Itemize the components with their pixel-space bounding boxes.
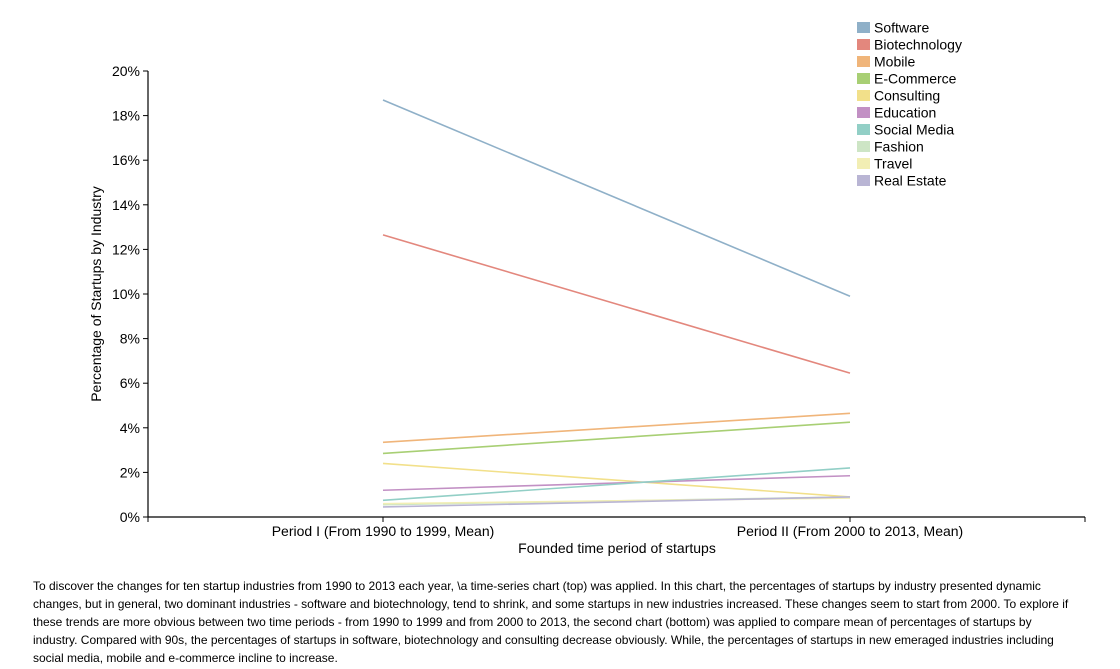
series-line-e-commerce [382, 421, 851, 455]
series-line-real-estate [382, 496, 851, 508]
slope-chart: 0% 2% 4% 6% 8% 10% 12% 14% 16% 18% 20% Period I (F… [88, 20, 1086, 556]
legend: SoftwareBiotechnologyMobileE-CommerceCon… [857, 20, 962, 189]
series-line-education [382, 474, 851, 492]
y-tick-label: 14% [112, 197, 140, 213]
series-line-consulting [382, 462, 851, 498]
y-tick-label: 12% [112, 241, 140, 257]
legend-label-biotechnology: Biotechnology [874, 37, 962, 53]
y-tick-label: 10% [112, 286, 140, 302]
x-tick-label: Period II (From 2000 to 2013, Mean) [737, 523, 963, 539]
legend-label-e-commerce: E-Commerce [874, 71, 957, 87]
series-line-software [382, 99, 851, 297]
series-line-mobile [382, 412, 851, 444]
legend-swatch-software [857, 22, 870, 33]
legend-swatch-social-media [857, 124, 870, 135]
legend-label-social-media: Social Media [874, 122, 954, 138]
y-tick-label: 6% [120, 375, 140, 391]
y-tick-label: 4% [120, 420, 140, 436]
series-lines [382, 99, 851, 508]
legend-swatch-education [857, 107, 870, 118]
legend-swatch-mobile [857, 56, 870, 67]
x-axis: Period I (From 1990 to 1999, Mean) Period… [147, 516, 1086, 539]
legend-swatch-real-estate [857, 175, 870, 186]
y-tick-label: 20% [112, 63, 140, 79]
legend-swatch-fashion [857, 141, 870, 152]
legend-label-education: Education [874, 105, 936, 121]
legend-swatch-biotechnology [857, 39, 870, 50]
legend-label-mobile: Mobile [874, 54, 915, 70]
y-tick-label: 16% [112, 152, 140, 168]
y-tick-label: 0% [120, 509, 140, 525]
legend-label-fashion: Fashion [874, 139, 924, 155]
y-axis-title: Percentage of Startups by Industry [88, 186, 104, 402]
series-line-social-media [382, 467, 851, 502]
y-axis: 0% 2% 4% 6% 8% 10% 12% 14% 16% 18% 20% [112, 63, 149, 525]
legend-swatch-e-commerce [857, 73, 870, 84]
legend-label-software: Software [874, 20, 929, 36]
y-tick-label: 8% [120, 331, 140, 347]
x-tick-label: Period I (From 1990 to 1999, Mean) [272, 523, 495, 539]
y-tick-label: 18% [112, 108, 140, 124]
legend-swatch-consulting [857, 90, 870, 101]
chart-description: To discover the changes for ten startup … [33, 579, 1069, 665]
x-axis-title: Founded time period of startups [518, 540, 716, 556]
legend-label-real-estate: Real Estate [874, 173, 947, 189]
y-tick-label: 2% [120, 464, 140, 480]
legend-swatch-travel [857, 158, 870, 169]
series-line-biotechnology [382, 234, 851, 374]
legend-label-consulting: Consulting [874, 88, 940, 104]
legend-label-travel: Travel [874, 156, 912, 172]
